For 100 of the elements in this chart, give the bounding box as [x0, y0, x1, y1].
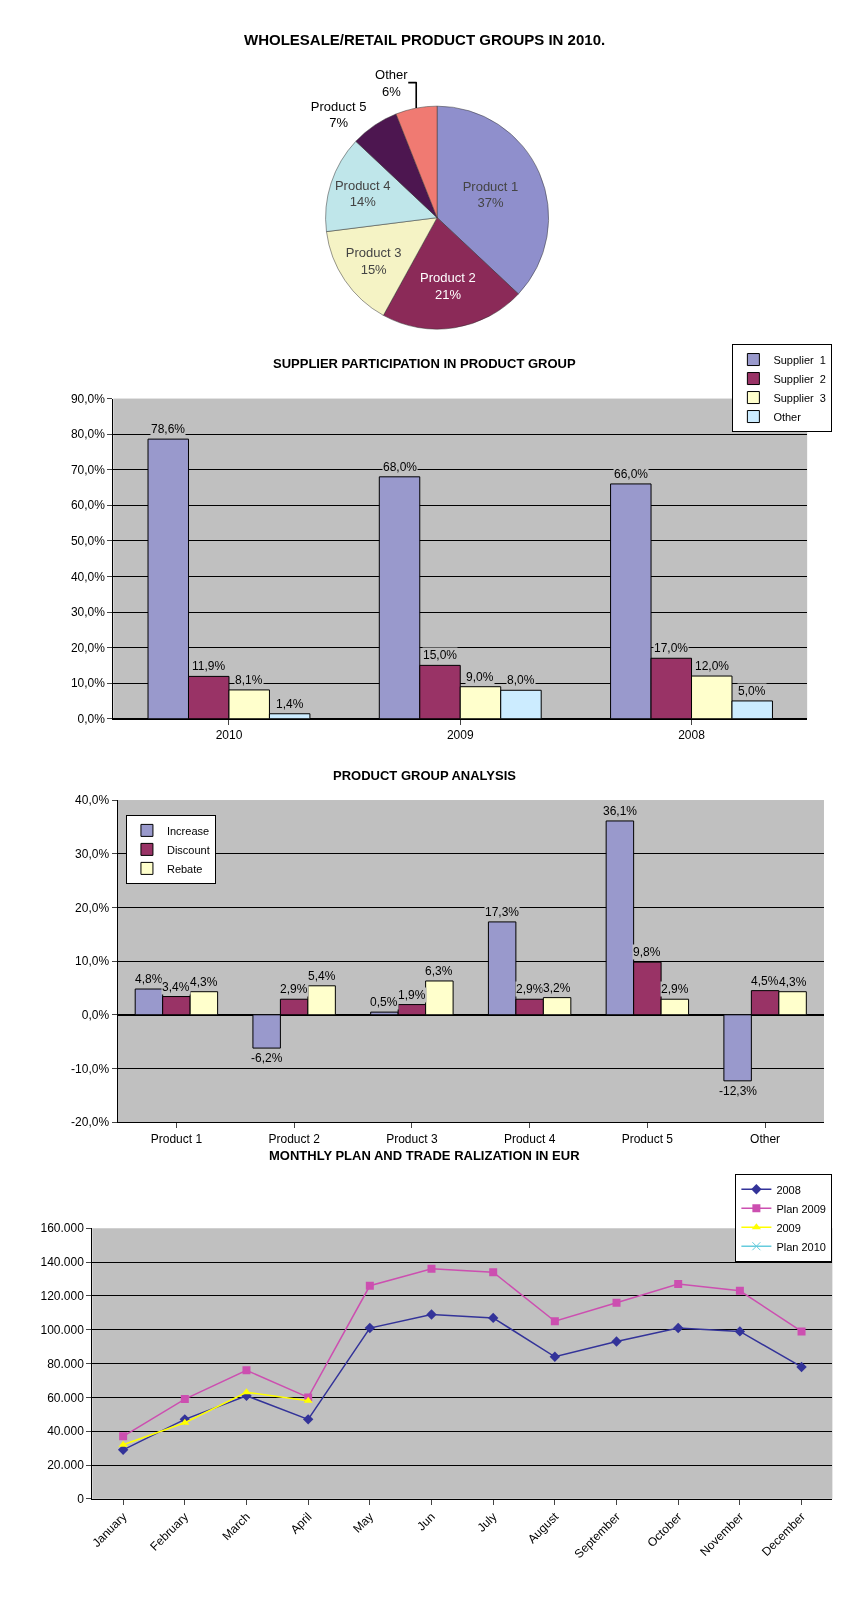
y-tick-label: 0,0%	[81, 1008, 110, 1022]
point	[302, 1414, 314, 1425]
data-label: 68,0%	[383, 460, 418, 474]
point	[549, 1351, 561, 1362]
point	[674, 1280, 683, 1289]
y-tick-label: 140.000	[40, 1255, 85, 1270]
legend-label: 2009	[776, 1221, 801, 1234]
y-tick-label: 90,0%	[70, 391, 106, 406]
y-tick-label: -20,0%	[71, 1115, 110, 1130]
y-tick-label: 60,0%	[70, 498, 106, 513]
y-tick-label: 30,0%	[70, 605, 106, 620]
data-label: 66,0%	[614, 467, 649, 481]
y-tick-label: 100.000	[40, 1322, 85, 1337]
data-label: 9,0%	[466, 670, 494, 684]
y-tick-label: 60.000	[47, 1390, 85, 1405]
legend-label: Plan 2010	[776, 1240, 826, 1253]
data-label: 17,3%	[485, 905, 520, 919]
data-label: 37%	[477, 195, 504, 211]
data-label: 17,0%	[654, 641, 689, 655]
point	[550, 1317, 559, 1326]
y-tick-label: 10,0%	[75, 954, 110, 969]
slice-label: Product 3	[345, 244, 402, 260]
data-label: 11,9%	[192, 659, 226, 673]
data-label: 4,3%	[190, 975, 218, 989]
chart-title: SUPPLIER PARTICIPATION IN PRODUCT GROUP	[273, 356, 576, 371]
y-tick-label: 30,0%	[75, 846, 110, 861]
legend-label: Supplier 2	[773, 372, 826, 385]
data-label: 7%	[329, 115, 349, 131]
data-label: 6%	[381, 83, 402, 99]
data-label: 8,1%	[235, 673, 263, 687]
legend-label: 2008	[776, 1183, 801, 1196]
data-label: 3,2%	[543, 981, 571, 995]
data-label: 1,9%	[398, 988, 426, 1002]
x-tick-label: Product 1	[150, 1131, 203, 1146]
x-tick-label: Other	[750, 1131, 781, 1146]
data-label: 21%	[434, 286, 462, 302]
data-label: 5,4%	[308, 969, 336, 983]
data-label: 36,1%	[603, 804, 638, 818]
slice-label: Product 2	[420, 269, 476, 285]
data-label: 6,3%	[425, 964, 453, 978]
y-tick-label: 120.000	[40, 1289, 85, 1304]
point	[426, 1309, 437, 1320]
legend-label: Supplier 3	[773, 391, 826, 404]
x-tick-label: Product 4	[503, 1131, 556, 1146]
y-tick-label: 0	[77, 1492, 85, 1507]
point	[180, 1395, 189, 1404]
point	[119, 1432, 128, 1441]
x-tick-label: Jun	[414, 1509, 438, 1534]
point	[797, 1327, 806, 1336]
y-tick-label: 40.000	[47, 1424, 85, 1439]
data-label: 0,5%	[370, 995, 398, 1009]
point	[612, 1298, 621, 1307]
legend-label: Discount	[166, 843, 210, 856]
point	[180, 1418, 190, 1425]
data-label: 2,9%	[280, 982, 308, 996]
point	[242, 1366, 251, 1375]
data-label: 4,3%	[779, 975, 807, 989]
data-label: 15%	[360, 261, 388, 277]
data-label: 3,4%	[162, 980, 190, 994]
legend-label: Supplier 1	[773, 353, 826, 366]
x-tick-label: Product 2	[268, 1131, 321, 1146]
point	[489, 1268, 498, 1277]
point	[365, 1281, 374, 1290]
point	[734, 1326, 746, 1337]
y-tick-label: 20,0%	[70, 640, 106, 655]
legend-label: Rebate	[166, 862, 203, 875]
data-label: -12,3%	[719, 1084, 758, 1098]
y-tick-label: 70,0%	[70, 462, 106, 477]
data-label: 2,9%	[516, 982, 544, 996]
point	[487, 1312, 499, 1324]
y-tick-label: 160.000	[40, 1221, 85, 1236]
data-label: -6,2%	[251, 1051, 283, 1065]
chart-title: MONTHLY PLAN AND TRADE RALIZATION IN EUR	[269, 1148, 581, 1163]
y-tick-label: 40,0%	[70, 569, 106, 584]
point	[611, 1336, 622, 1347]
x-tick-label: Product 5	[621, 1131, 674, 1146]
data-label: 2,9%	[661, 982, 689, 996]
x-tick-label: 2009	[446, 728, 474, 743]
y-tick-label: 40,0%	[75, 793, 110, 808]
y-tick-label: 80,0%	[70, 427, 106, 442]
point	[364, 1322, 376, 1334]
data-label: 14%	[349, 194, 377, 210]
x-tick-label: July	[474, 1509, 500, 1535]
chart-title: PRODUCT GROUP ANALYSIS	[333, 768, 517, 783]
legend-label: Other	[773, 410, 802, 423]
point	[118, 1440, 128, 1447]
legend-label: Plan 2009	[776, 1202, 826, 1215]
chart-title: WHOLESALE/RETAIL PRODUCT GROUPS IN 2010.	[244, 31, 606, 48]
x-tick-label: Product 3	[386, 1131, 438, 1146]
data-label: 78,6%	[151, 422, 186, 436]
y-tick-label: 0,0%	[77, 711, 106, 726]
y-tick-label: -10,0%	[71, 1061, 110, 1076]
slice-label: Other	[375, 66, 409, 82]
data-label: 5,0%	[738, 684, 766, 698]
data-label: 4,5%	[751, 974, 779, 988]
y-tick-label: 10,0%	[70, 676, 106, 691]
y-tick-label: 50,0%	[70, 534, 106, 549]
data-label: 4,8%	[135, 972, 163, 986]
data-label: 12,0%	[695, 659, 730, 673]
point	[673, 1322, 684, 1334]
